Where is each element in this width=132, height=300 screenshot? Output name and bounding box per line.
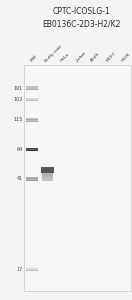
Text: MW: MW (29, 54, 38, 63)
Text: HeLa: HeLa (60, 52, 70, 63)
Text: 17: 17 (17, 267, 23, 272)
Text: EB0136C-2D3-H2/K2: EB0136C-2D3-H2/K2 (43, 20, 121, 28)
Bar (26, 118, 38, 119)
Bar (26, 148, 38, 151)
Bar (26, 86, 38, 90)
Bar (26, 269, 38, 270)
Text: CPTC-ICOSLG-1: CPTC-ICOSLG-1 (53, 8, 111, 16)
Bar (26, 118, 38, 122)
Text: H226: H226 (121, 52, 132, 63)
Bar (26, 86, 38, 88)
Bar (26, 177, 38, 181)
Bar (26, 268, 38, 271)
Bar (26, 268, 38, 269)
Text: 115: 115 (14, 118, 23, 122)
Bar (26, 149, 38, 150)
Text: 191: 191 (14, 86, 23, 91)
Bar (26, 98, 38, 101)
Bar (26, 177, 38, 178)
Bar (42, 176, 53, 178)
Text: A549: A549 (90, 52, 101, 63)
Bar (26, 178, 38, 180)
Text: 64: 64 (17, 147, 23, 152)
Bar (26, 98, 38, 99)
Bar (26, 120, 38, 121)
Text: MCF7: MCF7 (106, 52, 117, 63)
Bar (42, 173, 53, 175)
Text: Jurkat: Jurkat (75, 51, 87, 63)
Bar (26, 148, 38, 149)
Text: 41: 41 (17, 176, 23, 181)
Bar (42, 178, 53, 181)
Text: 102: 102 (14, 97, 23, 102)
Text: Buffy coat: Buffy coat (44, 44, 63, 63)
Bar (24, 64, 131, 291)
Bar (26, 99, 38, 100)
Bar (26, 88, 38, 89)
Bar (41, 167, 54, 173)
Bar (24, 64, 131, 291)
